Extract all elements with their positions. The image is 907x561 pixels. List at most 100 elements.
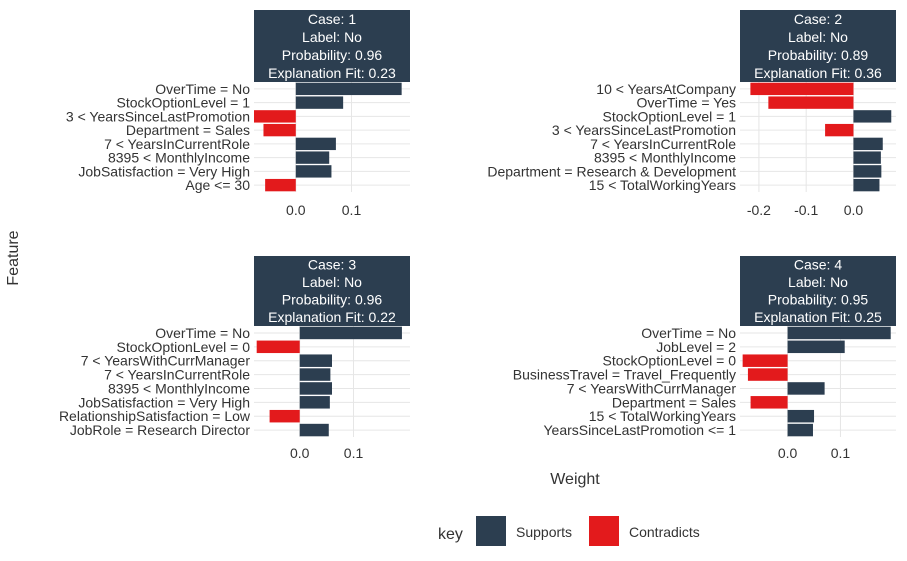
panel-header-line: Case: 2: [794, 11, 842, 27]
x-tick-label: 0.0: [290, 445, 310, 461]
panel-header-line: Case: 4: [794, 257, 842, 273]
category-label: JobRole = Research Director: [70, 422, 250, 438]
bar-supports: [295, 165, 332, 178]
panel-case-2: Case: 2 Label: No Probability: 0.89 Explana…: [487, 10, 896, 218]
category-label: OverTime = Yes: [637, 95, 736, 111]
panel-header-line: Probability: 0.96: [282, 47, 383, 63]
category-label: 3 < YearsSinceLastPromotion: [552, 122, 736, 138]
panel-header-line: Label: No: [302, 274, 362, 290]
category-label: 15 < TotalWorkingYears: [589, 177, 736, 193]
category-label: Department = Sales: [126, 122, 250, 138]
bar-supports: [299, 326, 402, 340]
bar-contradicts: [747, 368, 788, 381]
panel-header-line: Explanation Fit: 0.22: [268, 309, 396, 325]
category-label: StockOptionLevel = 0: [603, 353, 737, 369]
category-label: Department = Research & Development: [487, 163, 736, 179]
bar-contradicts: [825, 123, 854, 137]
category-label: StockOptionLevel = 1: [603, 108, 737, 124]
category-label: OverTime = No: [155, 81, 250, 97]
bar-contradicts: [742, 354, 788, 367]
x-tick-label: 0.0: [286, 202, 306, 218]
bar-contradicts: [256, 340, 300, 354]
bar-supports: [299, 382, 332, 395]
bar-supports: [299, 423, 329, 437]
bar-contradicts: [265, 178, 296, 192]
category-label: 8395 < MonthlyIncome: [108, 150, 250, 166]
category-label: JobLevel = 2: [656, 339, 736, 355]
category-label: YearsSinceLastPromotion <= 1: [544, 422, 737, 438]
legend-swatch-supports: [476, 516, 506, 546]
category-label: StockOptionLevel = 0: [117, 339, 251, 355]
category-label: JobSatisfaction = Very High: [78, 163, 250, 179]
bar-supports: [299, 354, 332, 367]
panel-header-line: Label: No: [788, 29, 848, 45]
panel-header-line: Case: 3: [308, 257, 356, 273]
bar-contradicts: [750, 396, 788, 409]
category-label: 3 < YearsSinceLastPromotion: [66, 108, 250, 124]
x-tick-label: 0.0: [844, 202, 864, 218]
category-label: 7 < YearsWithCurrManager: [567, 380, 737, 396]
bar-supports: [853, 110, 892, 123]
x-axis-title: Weight: [550, 471, 600, 488]
legend-title: key: [438, 526, 463, 543]
panel-header-background: [740, 256, 896, 326]
panel-header-line: Probability: 0.96: [282, 292, 383, 308]
bar-contradicts: [254, 110, 296, 123]
category-label: 7 < YearsInCurrentRole: [104, 136, 250, 152]
legend-swatch-contradicts: [589, 516, 619, 546]
bar-supports: [787, 326, 891, 340]
legend-label-supports: Supports: [516, 524, 572, 540]
category-label: 7 < YearsInCurrentRole: [104, 367, 250, 383]
x-tick-label: -0.2: [747, 202, 771, 218]
bar-supports: [295, 137, 336, 151]
panel-header-line: Probability: 0.95: [768, 292, 869, 308]
x-tick-label: 0.1: [831, 445, 851, 461]
bar-supports: [299, 368, 331, 381]
category-label: 8395 < MonthlyIncome: [594, 150, 736, 166]
bar-supports: [787, 382, 825, 395]
x-tick-label: 0.1: [342, 202, 362, 218]
bar-supports: [787, 340, 845, 354]
legend: key Supports Contradicts: [438, 516, 700, 546]
category-label: 15 < TotalWorkingYears: [589, 408, 736, 424]
category-label: JobSatisfaction = Very High: [78, 394, 250, 410]
category-label: OverTime = No: [641, 325, 736, 341]
bar-supports: [853, 151, 881, 164]
category-label: StockOptionLevel = 1: [117, 95, 251, 111]
bar-supports: [787, 409, 815, 423]
category-label: 10 < YearsAtCompany: [596, 81, 736, 97]
panel-header-background: [740, 10, 896, 82]
category-label: BusinessTravel = Travel_Frequently: [513, 367, 736, 383]
legend-label-contradicts: Contradicts: [629, 524, 700, 540]
bar-supports: [295, 151, 330, 164]
panel-header-line: Label: No: [302, 29, 362, 45]
panel-header-line: Explanation Fit: 0.25: [754, 309, 882, 325]
bar-supports: [853, 178, 880, 192]
category-label: Department = Sales: [612, 394, 736, 410]
panel-header-line: Label: No: [788, 274, 848, 290]
x-tick-label: -0.1: [794, 202, 818, 218]
bar-contradicts: [750, 82, 854, 96]
x-tick-label: 0.0: [778, 445, 798, 461]
bar-supports: [295, 82, 402, 96]
category-label: 7 < YearsInCurrentRole: [590, 136, 736, 152]
bar-supports: [853, 165, 882, 178]
category-label: RelationshipSatisfaction = Low: [59, 408, 251, 424]
panel-case-1: Case: 1 Label: No Probability: 0.96 Explana…: [66, 10, 410, 218]
panel-header-background: [254, 10, 410, 82]
category-label: Age <= 30: [185, 177, 250, 193]
category-label: OverTime = No: [155, 325, 250, 341]
bar-supports: [295, 96, 344, 109]
bar-supports: [787, 423, 813, 437]
bar-contradicts: [768, 96, 854, 109]
category-label: 8395 < MonthlyIncome: [108, 380, 250, 396]
panel-header-line: Case: 1: [308, 11, 356, 27]
panel-header-line: Explanation Fit: 0.23: [268, 65, 396, 81]
y-axis-title: Feature: [5, 230, 22, 285]
category-label: 7 < YearsWithCurrManager: [81, 353, 251, 369]
panel-header-background: [254, 256, 410, 326]
